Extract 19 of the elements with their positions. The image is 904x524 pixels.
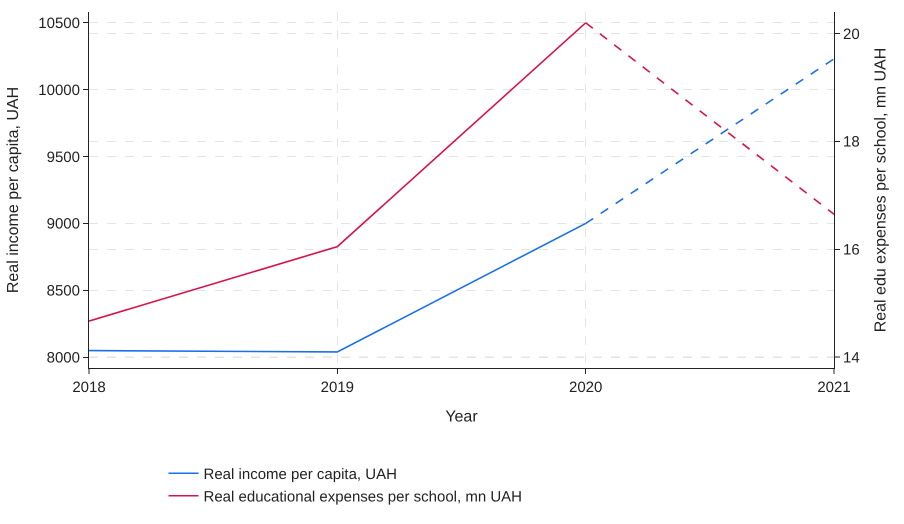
y-tick-label: 10000 — [38, 82, 80, 99]
y-tick-label: 8000 — [46, 350, 80, 367]
y-tick-label: 10500 — [38, 14, 80, 32]
x-axis-title: Year — [445, 408, 478, 426]
y2-tick-label: 14 — [843, 349, 860, 366]
x-tick-label: 2021 — [817, 379, 851, 396]
y2-tick-label: 20 — [843, 26, 860, 43]
y2-tick-label: 18 — [843, 134, 860, 151]
x-tick-label: 2018 — [72, 379, 106, 396]
y2-tick-label: 16 — [843, 242, 860, 259]
legend-label: Real income per capita, UAH — [204, 466, 397, 484]
y-axis-title: Real income per capita, UAH — [5, 86, 22, 294]
x-tick-label: 2019 — [320, 379, 354, 396]
y-tick-label: 8500 — [46, 282, 80, 300]
x-tick-label: 2020 — [568, 379, 602, 396]
y-tick-label: 9500 — [46, 148, 80, 166]
y-tick-label: 9000 — [46, 216, 80, 233]
y2-axis-title: Real edu expenses per school, mn UAH — [872, 48, 890, 332]
legend-label: Real educational expenses per school, mn UAH — [204, 488, 522, 506]
